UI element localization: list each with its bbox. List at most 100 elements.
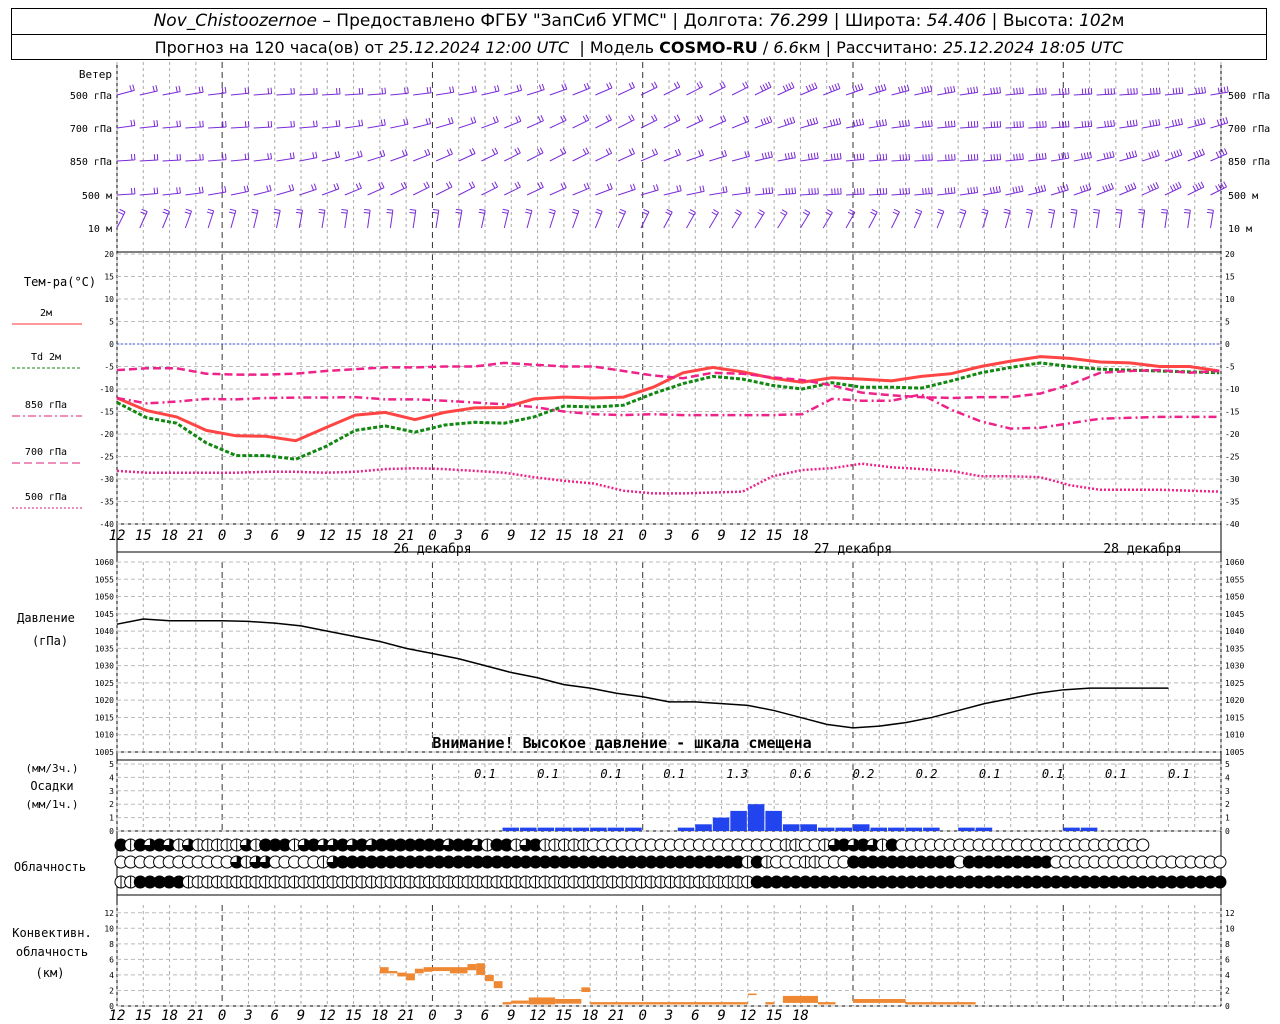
convective-bar — [511, 1000, 529, 1004]
wind-barb-flag — [860, 83, 864, 90]
wind-barb-flag — [722, 81, 726, 88]
wind-barb-flag — [907, 119, 910, 126]
wind-barb — [686, 86, 703, 96]
precip-3h-value: 0.1 — [1105, 767, 1127, 781]
wind-barb-flag — [494, 85, 497, 92]
wind-barb-flag — [199, 154, 201, 161]
wind-barb-flag — [1022, 153, 1024, 160]
pres-tick-right: 1025 — [1225, 679, 1244, 688]
pres-tick-right: 1030 — [1225, 662, 1244, 671]
cloud-threequarter-mark — [365, 839, 378, 852]
wind-barb — [162, 159, 181, 162]
wind-barb — [367, 210, 371, 229]
prec-tick-right: 5 — [1225, 760, 1230, 769]
cloud-threequarter-mark — [828, 839, 841, 852]
wind-barb-flag — [878, 120, 882, 127]
wind-barb-flag — [1151, 151, 1155, 158]
wind-barb-flag — [1109, 151, 1112, 158]
wind-barb-flag — [1133, 88, 1135, 95]
wind-barb — [435, 122, 454, 129]
wind-barb-flag — [1044, 152, 1047, 159]
wind-barb-flag — [673, 82, 678, 89]
pres-tick-left: 1030 — [95, 662, 114, 671]
wind-barb-flag — [1084, 120, 1087, 128]
wind-barb-flag — [882, 188, 885, 195]
wind-barb-flag — [630, 114, 635, 121]
wind-barb-flag — [176, 187, 178, 194]
wind-barb-flag — [202, 120, 204, 127]
wind-barb — [663, 86, 681, 96]
wind-barb-flag — [470, 117, 474, 124]
pres-tick-right: 1055 — [1225, 575, 1244, 584]
wind-barb — [230, 126, 249, 129]
wind-barb-flag — [976, 186, 979, 193]
wind-barb-flag — [944, 188, 947, 195]
wind-barb-flag — [767, 81, 772, 88]
wind-barb — [344, 125, 363, 129]
wind-title: Ветер — [79, 68, 112, 81]
wind-barb-flag — [1036, 121, 1038, 128]
wind-barb-flag — [734, 211, 741, 216]
conv-tick-left: 2 — [109, 986, 114, 995]
wind-barb-flag — [840, 187, 842, 195]
wind-barb — [481, 186, 498, 196]
convective-bar — [590, 1002, 748, 1005]
wind-barb — [367, 124, 386, 129]
wind-barb-flag — [1158, 118, 1161, 125]
wind-barb-flag — [361, 87, 364, 94]
precip-bar — [870, 827, 888, 831]
precip-bar — [923, 827, 940, 831]
wind-barb-flag — [982, 208, 989, 212]
wind-barb-flag — [666, 209, 673, 213]
wind-barb — [390, 92, 409, 96]
wind-barb — [868, 211, 878, 229]
pres-tick-left: 1020 — [95, 696, 114, 705]
wind-barb-flag — [628, 115, 632, 122]
cloud-threequarter-mark — [298, 839, 311, 852]
wind-barb — [208, 159, 227, 162]
wind-barb — [617, 119, 635, 129]
temp-tick-left: 20 — [104, 250, 114, 259]
wind-barb — [823, 88, 841, 96]
wind-barb — [412, 153, 431, 162]
time-tick-label: 6 — [270, 528, 278, 544]
wind-barb-flag — [947, 121, 950, 128]
precip-bar — [625, 827, 642, 831]
wind-barb-flag — [179, 187, 181, 194]
wind-barb-flag — [1019, 153, 1021, 160]
wind-barb-flag — [953, 187, 956, 194]
precip-3h-value: 0.2 — [916, 767, 938, 781]
wind-barb-flag — [1133, 182, 1137, 189]
wind-barb-flag — [770, 151, 773, 158]
wind-barb-flag — [1149, 120, 1152, 127]
precip-3h-value: 0.1 — [1168, 767, 1190, 781]
time-tick-label-bottom: 18 — [582, 1008, 599, 1024]
wind-barb-flag — [426, 87, 429, 94]
wind-barb-flag — [765, 187, 768, 194]
convective-bar — [747, 993, 757, 996]
wind-barb-flag — [999, 86, 1002, 93]
wind-barb-flag — [316, 120, 318, 127]
wind-barb — [162, 211, 170, 229]
header-row-station: Nov_Chistoozernoe – Предоставлено ФГБУ "… — [12, 9, 1266, 35]
wind-barb-flag — [768, 187, 771, 194]
wind-barb-flag — [202, 153, 204, 160]
temp-legend-label: 2м — [40, 308, 52, 319]
temp-tick-left: -25 — [100, 453, 115, 462]
wind-barb-flag — [762, 84, 767, 91]
wind-barb-flag — [831, 188, 833, 195]
wind-barb-flag — [1203, 117, 1206, 124]
wind-barb-flag — [586, 82, 590, 89]
wind-barb — [1210, 186, 1227, 196]
wind-barb-flag — [643, 208, 650, 213]
wind-barb-flag — [1148, 152, 1152, 159]
wind-level-label-right: 500 гПа — [1228, 91, 1270, 102]
wind-barb-flag — [993, 87, 996, 94]
wind-barb-flag — [358, 119, 361, 127]
wind-barb-flag — [967, 121, 970, 128]
wind-barb-flag — [289, 152, 292, 159]
wind-barb-flag — [605, 148, 610, 155]
wind-barb-flag — [1155, 87, 1158, 94]
precip-bar — [572, 827, 590, 831]
